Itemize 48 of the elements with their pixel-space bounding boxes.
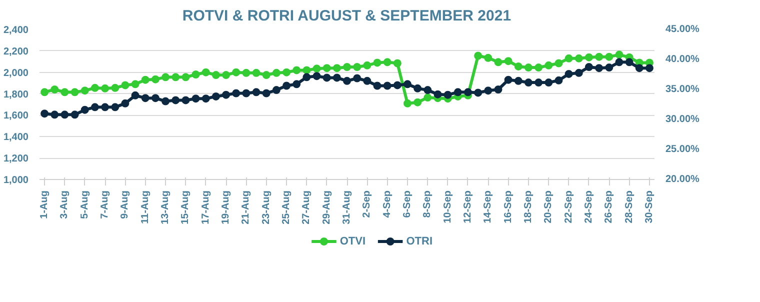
y-tick-label: 1,600 (3, 110, 29, 122)
x-tick-label: 19-Aug (220, 190, 232, 224)
x-tick-label: 26-Sep (604, 190, 615, 224)
y-tick-label: 2,200 (3, 46, 29, 58)
x-tick-label: 17-Aug (200, 190, 212, 224)
x-tick-label: 10-Sep (442, 190, 454, 224)
x-tick-label: 30-Sep (644, 190, 655, 224)
x-tick-label: 5-Aug (79, 190, 90, 219)
x-tick-label: 8-Sep (422, 190, 434, 218)
y2-tick-label: 25.00% (666, 144, 700, 155)
y2-tick-label: 45.00% (666, 24, 700, 35)
x-tick-label: 6-Sep (402, 190, 413, 218)
y2-tick-label: 30.00% (666, 114, 700, 125)
x-tick-label: 18-Sep (522, 190, 534, 224)
x-tick-label: 4-Sep (382, 190, 393, 218)
legend-label: OTVI (340, 236, 366, 248)
x-tick-label: 31-Aug (342, 190, 352, 224)
x-tick-label: 3-Aug (59, 190, 70, 219)
x-tick-label: 15-Aug (180, 190, 192, 224)
x-tick-label: 9-Aug (120, 190, 131, 219)
y2-tick-label: 20.00% (666, 174, 700, 185)
x-tick-label: 16-Sep (502, 190, 514, 224)
y-tick-label: 1,200 (3, 154, 29, 165)
y-tick-label: 1,800 (3, 89, 29, 100)
x-tick-label: 1-Aug (39, 190, 50, 219)
x-tick-label: 29-Aug (321, 190, 332, 224)
legend-label: OTRI (406, 236, 433, 248)
x-tick-label: 27-Aug (301, 190, 312, 224)
x-tick-label: 7-Aug (100, 190, 111, 219)
x-tick-label: 28-Sep (624, 190, 635, 224)
x-tick-label: 24-Sep (583, 190, 594, 224)
chart-title: ROTVI & ROTRI AUGUST & SEPTEMBER 2021 (182, 8, 512, 24)
x-tick-label: 2-Sep (362, 190, 373, 218)
x-tick-label: 23-Aug (260, 190, 272, 224)
x-tick-label: 22-Sep (563, 190, 574, 224)
x-tick-label: 11-Aug (140, 190, 151, 224)
y-tick-label: 1,000 (3, 175, 29, 186)
y2-tick-label: 40.00% (666, 54, 700, 65)
x-tick-label: 20-Sep (543, 190, 554, 224)
x-tick-label: 21-Aug (240, 190, 252, 224)
y2-tick-label: 35.00% (666, 84, 700, 95)
y-tick-label: 2,000 (3, 68, 29, 79)
x-tick-label: 14-Sep (482, 190, 494, 224)
x-tick-label: 12-Sep (462, 190, 474, 224)
y-tick-label: 1,400 (3, 132, 29, 144)
x-tick-label: 13-Aug (160, 190, 172, 224)
y-tick-label: 2,400 (3, 25, 29, 36)
x-tick-label: 25-Aug (281, 190, 292, 224)
